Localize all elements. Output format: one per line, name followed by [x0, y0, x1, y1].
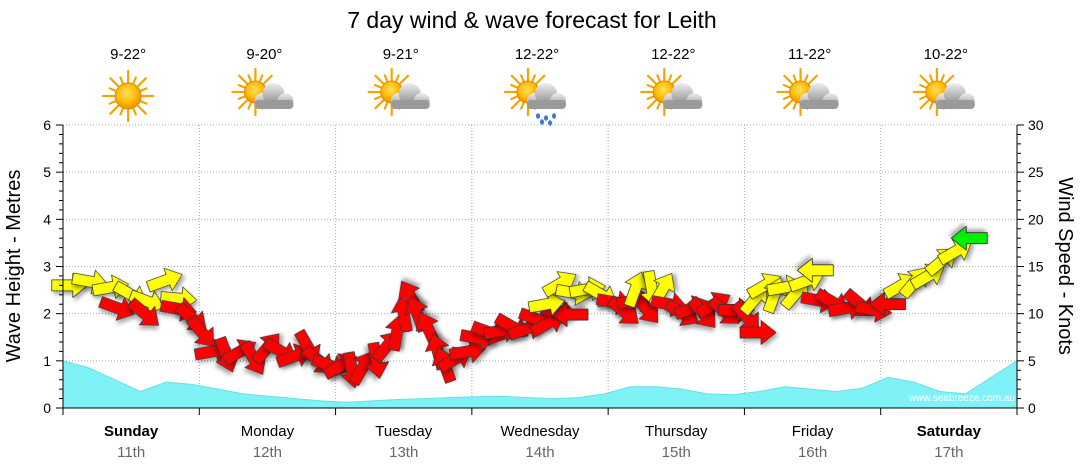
- wind-arrow: [275, 343, 313, 368]
- day-date: 15th: [662, 444, 691, 461]
- left-tick-label: 5: [43, 164, 51, 180]
- right-tick-label: 5: [1028, 353, 1036, 369]
- right-tick-label: 0: [1028, 400, 1036, 416]
- wind-arrow: [185, 314, 214, 347]
- wind-arrow: [127, 297, 159, 326]
- day-date: 14th: [525, 444, 554, 461]
- temperature-row: 9-22° 9-20° 9-21° 12-22° 12-22° 11-22° 10-22°: [110, 46, 968, 63]
- left-axis-ticks: 0 1 2 3 4 5 6: [43, 117, 63, 416]
- day-date: 13th: [389, 444, 418, 461]
- day-date: 11th: [117, 444, 145, 461]
- wind-arrows: [51, 225, 988, 389]
- temperature-range: 10-22°: [924, 46, 968, 63]
- right-axis-ticks: 0 5 10 15 20 25 30: [1017, 117, 1044, 416]
- right-tick-label: 25: [1028, 164, 1044, 180]
- day-name: Friday: [792, 423, 834, 440]
- temperature-range: 9-21°: [383, 46, 419, 63]
- left-axis-label: Wave Height - Metres: [3, 170, 25, 363]
- wave-area: [62, 359, 1018, 409]
- partly-cloudy-icon: [640, 67, 703, 117]
- temperature-range: 9-20°: [246, 46, 282, 63]
- left-tick-label: 1: [43, 353, 51, 369]
- left-tick-label: 6: [43, 117, 51, 133]
- right-tick-label: 30: [1028, 117, 1044, 133]
- weather-icons-row: [102, 67, 975, 126]
- day-name: Monday: [241, 423, 295, 440]
- left-tick-label: 2: [43, 306, 51, 322]
- day-name: Sunday: [104, 423, 159, 440]
- wind-arrow: [869, 291, 906, 317]
- temperature-range: 11-22°: [788, 46, 831, 63]
- day-name: Tuesday: [375, 423, 432, 440]
- rain-shower-icon: [503, 67, 566, 126]
- day-labels: Sunday 11th Monday 12th Tuesday 13th Wednesday…: [62, 408, 1018, 461]
- day-date: 17th: [934, 444, 963, 461]
- partly-cloudy-icon: [776, 67, 839, 117]
- right-axis-label: Wind Speed - Knots: [1054, 177, 1076, 355]
- right-tick-label: 15: [1028, 259, 1044, 275]
- day-name: Saturday: [917, 423, 982, 440]
- wind-arrow: [796, 257, 834, 283]
- sun-icon: [102, 69, 155, 123]
- credit-text: www.seabreeze.com.au: [908, 393, 1015, 404]
- wind-arrow: [98, 296, 135, 321]
- partly-cloudy-icon: [231, 67, 294, 117]
- temperature-range: 12-22°: [515, 46, 559, 63]
- wave-height-area: [62, 359, 1018, 409]
- left-tick-label: 3: [43, 259, 51, 275]
- left-tick-label: 0: [43, 400, 51, 416]
- temperature-range: 12-22°: [651, 46, 695, 63]
- chart-title: 7 day wind & wave forecast for Leith: [347, 7, 716, 33]
- wind-arrow: [739, 320, 777, 345]
- right-tick-label: 10: [1028, 306, 1044, 322]
- day-name: Thursday: [645, 423, 708, 440]
- right-tick-label: 20: [1028, 211, 1044, 227]
- temperature-range: 9-22°: [110, 46, 146, 63]
- day-date: 16th: [798, 444, 827, 461]
- wind-arrow: [146, 267, 183, 293]
- partly-cloudy-icon: [367, 67, 430, 117]
- gridlines: [63, 124, 1017, 408]
- left-tick-label: 4: [43, 211, 51, 227]
- day-date: 12th: [253, 444, 282, 461]
- day-name: Wednesday: [501, 423, 580, 440]
- wind-arrow: [950, 225, 988, 251]
- partly-cloudy-icon: [912, 67, 975, 117]
- wind-arrow: [551, 302, 589, 328]
